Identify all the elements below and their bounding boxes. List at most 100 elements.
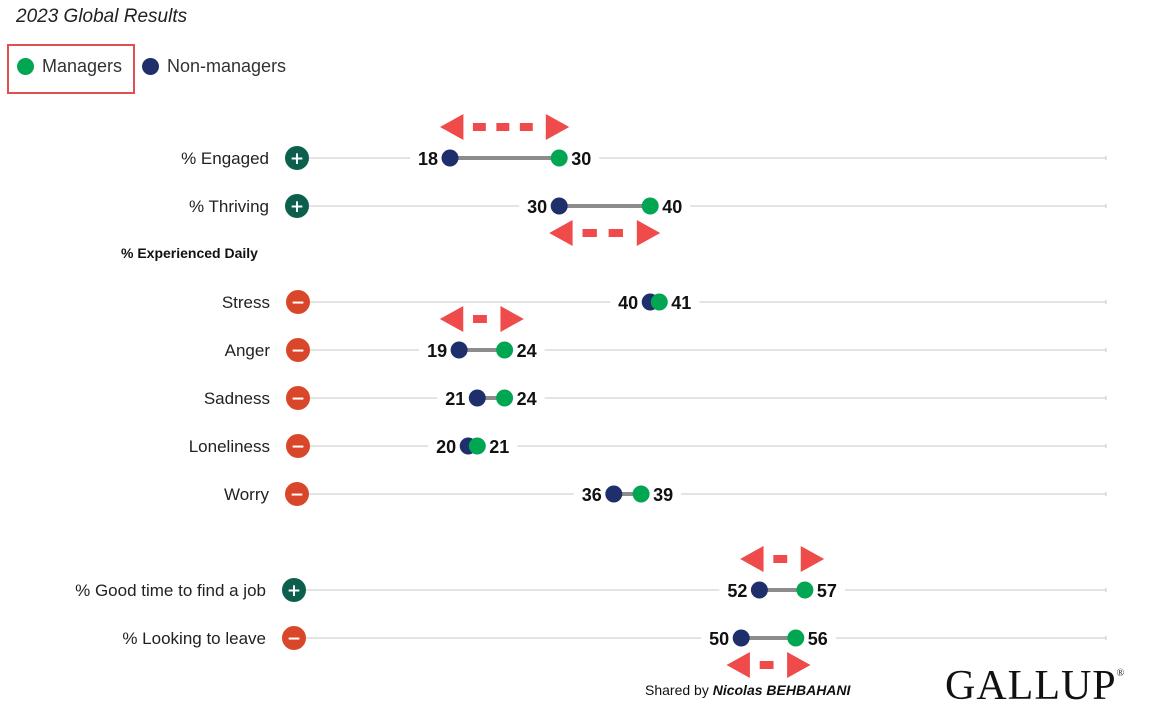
point-non-managers — [750, 581, 768, 599]
credit-name: Nicolas BEHBAHANI — [712, 682, 851, 698]
chart-rows: % Engaged +18 30 % Thriving +30 40 Stress − 40 41… — [75, 114, 1107, 678]
annotation-arrow-left-head — [439, 306, 464, 332]
row-label: % Good time to find a job — [75, 581, 266, 600]
point-managers — [468, 437, 486, 455]
minus-icon — [286, 338, 310, 362]
row-anger: Anger − 19 24 — [225, 306, 1107, 362]
minus-icon — [286, 434, 310, 458]
row-label: Worry — [224, 485, 270, 504]
annotation-arrow-left-head — [740, 546, 764, 572]
logo-mark: ® — [1116, 668, 1126, 679]
credit-line: Shared by Nicolas BEHBAHANI — [645, 682, 850, 698]
value-label-non-managers: 50 — [709, 629, 729, 649]
row-label: Loneliness — [189, 437, 270, 456]
point-non-managers — [732, 629, 750, 647]
point-managers — [787, 629, 805, 647]
value-label-managers: 57 — [817, 581, 837, 601]
plus-icon — [282, 578, 306, 602]
point-managers — [496, 341, 514, 359]
logo-text: GALLUP — [945, 663, 1117, 709]
point-managers — [496, 389, 514, 407]
minus-icon — [285, 482, 309, 506]
annotation-arrow — [726, 652, 811, 678]
point-non-managers — [605, 485, 623, 503]
chart-title: 2023 Global Results — [16, 6, 188, 27]
value-label-non-managers: 40 — [618, 293, 638, 313]
minus-icon — [286, 290, 310, 314]
value-label-managers: 30 — [571, 149, 591, 169]
value-label-non-managers: 52 — [727, 581, 747, 601]
minus-sign: − — [291, 293, 305, 313]
row-engaged: % Engaged +18 30 — [181, 114, 1107, 170]
annotation-arrow-dash — [496, 123, 510, 131]
row-label: Sadness — [204, 389, 270, 408]
annotation-arrow — [440, 114, 570, 140]
annotation-arrow-dash — [473, 315, 487, 323]
annotation-arrow-dash — [759, 661, 774, 669]
row-label: % Looking to leave — [122, 629, 266, 648]
row-thriving: % Thriving +30 40 — [189, 194, 1107, 246]
value-label-managers: 24 — [517, 389, 537, 409]
legend-dot-managers — [17, 58, 34, 75]
minus-sign: − — [287, 629, 301, 649]
value-label-managers: 24 — [517, 341, 537, 361]
row-good-time-to-find-a-job: % Good time to find a job +52 57 — [75, 546, 1107, 602]
value-label-managers: 40 — [662, 197, 682, 217]
annotation-arrow-right-head — [636, 220, 661, 246]
point-managers — [796, 581, 814, 599]
point-non-managers — [441, 149, 459, 167]
row-worry: Worry − 36 39 — [224, 482, 1107, 506]
legend-dot-non-managers — [142, 58, 159, 75]
point-non-managers — [450, 341, 468, 359]
gallup-logo: GALLUP® — [945, 662, 1125, 710]
annotation-arrow-dash — [519, 123, 533, 131]
minus-icon — [286, 386, 310, 410]
legend-item-non-managers: Non-managers — [142, 56, 286, 77]
minus-icon — [282, 626, 306, 650]
annotation-arrow-dash — [608, 229, 623, 237]
point-non-managers — [550, 197, 568, 215]
annotation-arrow-right-head — [800, 546, 825, 572]
annotation-arrow-right-head — [500, 306, 524, 332]
minus-sign: − — [291, 389, 305, 409]
row-loneliness: Loneliness − 20 21 — [189, 434, 1107, 458]
annotation-arrow — [439, 306, 524, 332]
annotation-arrow — [549, 220, 661, 246]
value-label-non-managers: 21 — [445, 389, 465, 409]
row-label: Stress — [222, 293, 270, 312]
plus-sign: + — [290, 149, 304, 169]
minus-sign: − — [290, 485, 304, 505]
row-sadness: Sadness − 21 24 — [204, 386, 1107, 410]
point-managers — [641, 197, 659, 215]
annotation-arrow-left-head — [440, 114, 464, 140]
point-non-managers — [468, 389, 486, 407]
credit-prefix: Shared by — [645, 682, 713, 698]
value-label-managers: 21 — [489, 437, 509, 457]
row-label: % Engaged — [181, 149, 269, 168]
row-stress: Stress − 40 41 — [222, 290, 1107, 314]
row-label: % Thriving — [189, 197, 269, 216]
row-looking-to-leave: % Looking to leave − 50 56 — [122, 626, 1107, 678]
plus-icon — [285, 146, 309, 170]
value-label-managers: 39 — [653, 485, 673, 505]
annotation-arrow-dash — [472, 123, 486, 131]
value-label-non-managers: 20 — [436, 437, 456, 457]
annotation-arrow-right-head — [545, 114, 570, 140]
minus-sign: − — [291, 341, 305, 361]
legend-highlight-box — [7, 44, 135, 94]
annotation-arrow-dash — [582, 229, 597, 237]
minus-sign: − — [291, 437, 305, 457]
value-label-non-managers: 36 — [582, 485, 602, 505]
row-label: Anger — [225, 341, 271, 360]
legend-label-managers: Managers — [42, 56, 123, 76]
plus-icon — [285, 194, 309, 218]
annotation-arrow — [740, 546, 825, 572]
value-label-non-managers: 19 — [427, 341, 447, 361]
annotation-arrow-left-head — [549, 220, 573, 246]
section-label-experienced-daily: % Experienced Daily — [121, 245, 258, 261]
legend-item-managers: Managers — [17, 56, 122, 77]
annotation-arrow-left-head — [726, 652, 750, 678]
value-label-non-managers: 30 — [527, 197, 547, 217]
value-label-managers: 56 — [808, 629, 828, 649]
